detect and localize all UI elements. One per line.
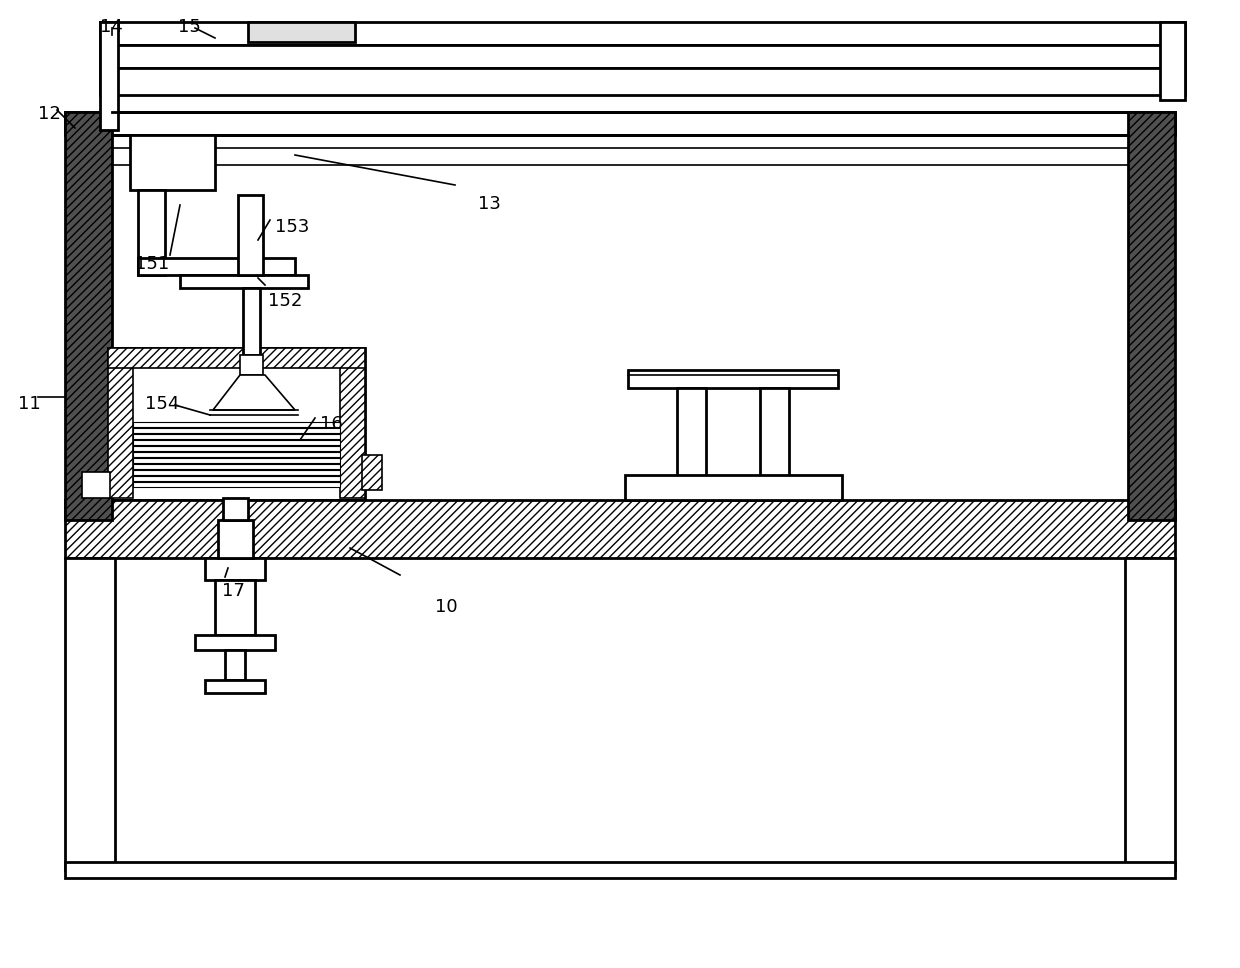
Bar xyxy=(677,388,706,483)
Text: 13: 13 xyxy=(477,195,501,213)
Bar xyxy=(64,862,1176,878)
Text: 16: 16 xyxy=(320,415,342,433)
Text: 152: 152 xyxy=(268,292,303,310)
Text: 11: 11 xyxy=(19,395,41,413)
Bar xyxy=(108,348,365,500)
Bar xyxy=(224,650,246,680)
Text: 14: 14 xyxy=(100,18,123,36)
Bar xyxy=(248,22,355,42)
Bar xyxy=(1159,22,1185,100)
Bar xyxy=(100,22,118,130)
Bar xyxy=(180,275,308,288)
Bar xyxy=(241,355,263,375)
Bar xyxy=(133,452,340,457)
Bar xyxy=(133,446,340,451)
Bar xyxy=(218,520,253,558)
Bar xyxy=(133,458,340,463)
Bar xyxy=(133,434,340,439)
Bar xyxy=(362,455,382,490)
Bar xyxy=(243,288,260,355)
Bar xyxy=(627,370,838,388)
Bar xyxy=(64,112,1176,135)
Bar xyxy=(82,472,110,498)
Bar xyxy=(1128,112,1176,520)
Bar xyxy=(100,68,1185,95)
Bar xyxy=(760,388,789,483)
Bar xyxy=(100,45,1185,68)
Bar xyxy=(133,482,340,487)
Bar xyxy=(133,464,340,469)
Bar xyxy=(205,680,265,693)
Bar xyxy=(133,476,340,481)
Bar xyxy=(223,498,248,520)
Bar xyxy=(205,558,265,580)
Bar xyxy=(108,348,133,498)
Text: 10: 10 xyxy=(435,598,458,616)
Bar xyxy=(133,422,340,427)
Bar xyxy=(64,558,115,870)
Bar xyxy=(1125,558,1176,870)
Bar xyxy=(64,500,1176,558)
Bar xyxy=(133,470,340,475)
Bar xyxy=(340,348,365,498)
Bar xyxy=(133,428,340,433)
Text: 15: 15 xyxy=(179,18,201,36)
Polygon shape xyxy=(213,375,295,410)
Bar xyxy=(130,135,215,190)
Bar xyxy=(64,112,112,520)
Text: 12: 12 xyxy=(38,105,61,123)
Bar xyxy=(133,440,340,445)
Bar xyxy=(100,22,1185,45)
Bar xyxy=(108,348,365,368)
Text: 154: 154 xyxy=(145,395,180,413)
Bar xyxy=(138,258,295,275)
Bar xyxy=(195,635,275,650)
Text: 153: 153 xyxy=(275,218,309,236)
Bar xyxy=(238,195,263,275)
Text: 151: 151 xyxy=(135,255,169,273)
Bar xyxy=(215,580,255,635)
Bar xyxy=(138,190,165,275)
Bar xyxy=(625,475,842,500)
Text: 17: 17 xyxy=(222,582,244,600)
